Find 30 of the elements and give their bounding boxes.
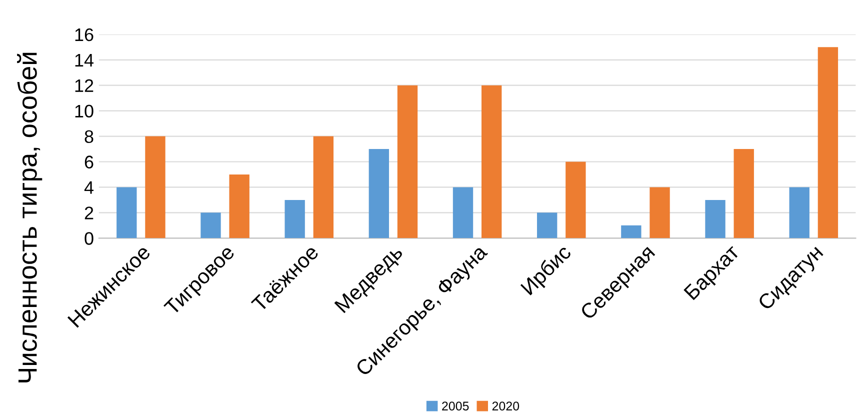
bar <box>789 187 810 238</box>
bar <box>145 136 166 238</box>
y-tick-label: 2 <box>84 206 94 220</box>
y-axis-title: Численность тигра, особей <box>17 52 42 382</box>
bar <box>452 187 474 238</box>
bar <box>705 200 726 238</box>
bar <box>397 85 418 238</box>
bar <box>566 162 586 238</box>
legend-label: 2005 <box>442 402 469 410</box>
y-tick-label: 0 <box>84 232 94 245</box>
bar <box>482 85 502 238</box>
y-tick-label: 12 <box>75 79 94 92</box>
y-tick-label: 14 <box>75 54 94 66</box>
bar <box>734 149 754 238</box>
bar <box>818 47 838 238</box>
bar <box>621 225 642 238</box>
bar <box>368 149 390 238</box>
bar <box>116 187 137 238</box>
y-tick-label: 6 <box>84 156 94 168</box>
y-tick-label: 4 <box>84 181 94 194</box>
bar <box>313 136 334 238</box>
y-tick-label: 16 <box>75 28 94 42</box>
bar <box>284 200 305 238</box>
bar <box>229 174 250 238</box>
y-tick-label: 8 <box>84 130 94 144</box>
bar <box>650 187 670 238</box>
legend-label: 2020 <box>492 402 520 410</box>
bar <box>537 212 558 238</box>
y-tick-label: 10 <box>75 104 94 118</box>
bar <box>200 212 221 238</box>
